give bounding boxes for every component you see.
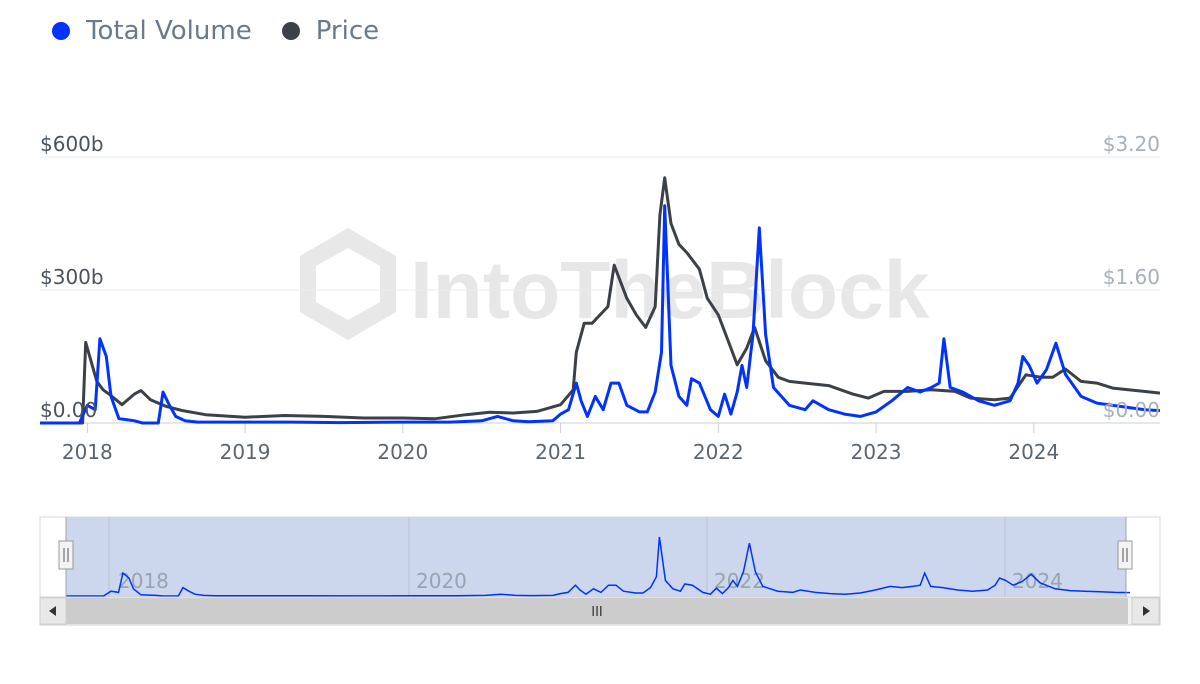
legend-dot-price: [281, 22, 300, 40]
scroll-left-arrow-icon: [49, 606, 56, 616]
y-right-tick-1-60: $1.60: [1102, 265, 1160, 289]
legend-item-price[interactable]: Price: [281, 16, 380, 46]
y-left-tick-300: $300b: [40, 265, 104, 289]
y-left-tick-0: $0.00: [40, 398, 98, 422]
scrollbar-grip: III: [591, 605, 603, 620]
legend-label-total-volume: Total Volume: [86, 16, 252, 46]
watermark: IntoTheBlock: [300, 228, 930, 340]
navigator-selection[interactable]: [66, 517, 1126, 597]
navigator-label-2020: 2020: [416, 569, 467, 593]
navigator-label-2018: 2018: [118, 569, 169, 593]
x-tick-label-2019: 2019: [219, 440, 271, 464]
x-tick-label-2024: 2024: [1008, 440, 1060, 464]
watermark-logo-icon: [300, 228, 396, 340]
x-ticks: [86, 423, 1035, 433]
x-tick-label-2018: 2018: [61, 440, 113, 464]
scrollbar-thumb[interactable]: [66, 598, 1128, 624]
navigator[interactable]: 2018 2020 2022 2024: [39, 516, 1161, 598]
y-left-tick-600: $600b: [40, 132, 104, 156]
scroll-right-arrow-icon: [1143, 606, 1150, 616]
y-right-tick-0: $0.00: [1102, 398, 1160, 422]
legend-label-price: Price: [315, 16, 380, 46]
x-tick-label-2022: 2022: [692, 440, 744, 464]
navigator-handle-left[interactable]: [58, 540, 74, 570]
y-right-tick-3-20: $3.20: [1102, 132, 1160, 156]
series-total-volume-line: [40, 204, 1161, 425]
legend-dot-total-volume: [52, 22, 70, 40]
scrollbar[interactable]: III: [39, 596, 1161, 626]
x-tick-label-2021: 2021: [535, 440, 587, 464]
legend-item-total-volume[interactable]: Total Volume: [52, 16, 252, 46]
x-tick-label-2023: 2023: [850, 440, 902, 464]
navigator-handle-right[interactable]: [1117, 540, 1133, 570]
legend: Total Volume Price: [52, 16, 409, 46]
navigator-series-line: [66, 536, 1131, 597]
x-tick-label-2020: 2020: [377, 440, 429, 464]
